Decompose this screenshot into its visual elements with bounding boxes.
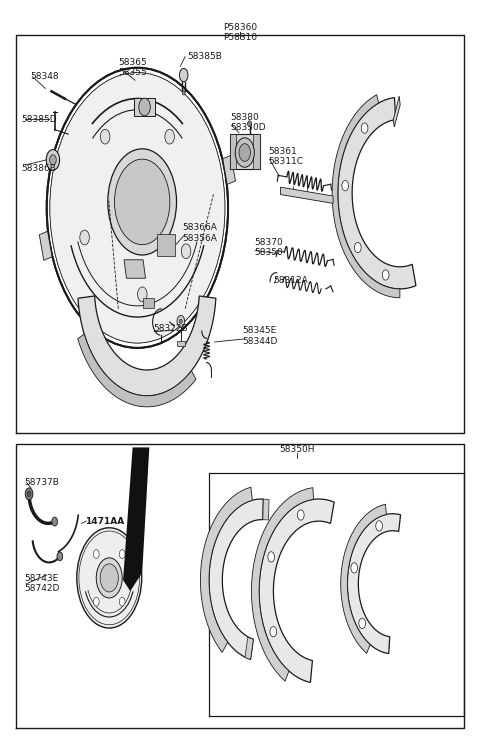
Polygon shape	[253, 134, 260, 169]
Polygon shape	[143, 297, 155, 308]
Polygon shape	[245, 637, 253, 659]
Circle shape	[80, 230, 89, 245]
Circle shape	[120, 597, 125, 606]
Polygon shape	[177, 340, 185, 346]
Circle shape	[27, 491, 31, 497]
Text: 58348: 58348	[30, 72, 59, 81]
Circle shape	[46, 149, 60, 170]
Circle shape	[77, 528, 142, 628]
Circle shape	[165, 130, 174, 144]
Circle shape	[108, 149, 177, 255]
Polygon shape	[134, 98, 156, 115]
Circle shape	[270, 627, 276, 637]
Circle shape	[355, 243, 361, 253]
Text: 58345E
58344D: 58345E 58344D	[242, 326, 278, 346]
Text: 58322B: 58322B	[153, 324, 188, 333]
Text: 58366A
58356A: 58366A 58356A	[183, 223, 217, 243]
Circle shape	[94, 550, 99, 559]
Polygon shape	[252, 488, 313, 682]
Circle shape	[49, 155, 56, 165]
Polygon shape	[157, 234, 175, 256]
Circle shape	[351, 562, 358, 573]
Polygon shape	[223, 155, 236, 184]
Polygon shape	[78, 296, 216, 396]
Circle shape	[268, 552, 275, 562]
Text: 58743E
58742D: 58743E 58742D	[24, 574, 60, 593]
Polygon shape	[332, 95, 400, 297]
Polygon shape	[338, 98, 416, 289]
Circle shape	[361, 123, 368, 133]
Circle shape	[383, 270, 389, 280]
Text: 58380
58330D: 58380 58330D	[230, 112, 266, 132]
Text: 58385B: 58385B	[188, 53, 222, 61]
Polygon shape	[263, 499, 269, 520]
Circle shape	[182, 90, 185, 95]
Circle shape	[181, 244, 191, 258]
Polygon shape	[123, 448, 149, 591]
Polygon shape	[124, 260, 145, 278]
Circle shape	[96, 558, 122, 598]
Circle shape	[376, 521, 383, 531]
Polygon shape	[200, 487, 252, 653]
Circle shape	[180, 69, 188, 81]
Circle shape	[138, 287, 147, 302]
Circle shape	[94, 597, 99, 606]
Circle shape	[298, 510, 304, 520]
Text: 58312A: 58312A	[274, 275, 308, 285]
Polygon shape	[229, 134, 260, 169]
Text: P58360
P58310: P58360 P58310	[223, 23, 257, 42]
Circle shape	[180, 319, 182, 323]
Polygon shape	[229, 134, 236, 169]
Text: 58365
58355: 58365 58355	[118, 58, 147, 78]
Polygon shape	[348, 514, 401, 653]
Circle shape	[239, 144, 251, 161]
Circle shape	[115, 159, 170, 245]
Circle shape	[120, 550, 125, 559]
Circle shape	[139, 98, 150, 115]
Polygon shape	[78, 334, 196, 407]
Circle shape	[235, 138, 254, 167]
Circle shape	[248, 121, 252, 127]
Text: 58361
58311C: 58361 58311C	[269, 147, 304, 166]
Polygon shape	[281, 187, 333, 204]
Polygon shape	[209, 499, 264, 659]
Circle shape	[50, 73, 225, 343]
Text: 58350H: 58350H	[279, 445, 315, 454]
Text: 58737B: 58737B	[24, 477, 59, 487]
Circle shape	[52, 517, 58, 526]
Polygon shape	[393, 96, 400, 127]
Circle shape	[57, 552, 63, 561]
Circle shape	[25, 488, 33, 500]
Polygon shape	[39, 231, 52, 260]
Circle shape	[177, 315, 185, 327]
Polygon shape	[341, 504, 386, 653]
Text: 58370
58350: 58370 58350	[254, 238, 283, 258]
Circle shape	[100, 130, 110, 144]
Text: 58385D: 58385D	[22, 115, 57, 124]
Circle shape	[359, 618, 366, 628]
Polygon shape	[259, 499, 334, 682]
Text: 1471AA: 1471AA	[85, 517, 124, 525]
Circle shape	[100, 564, 119, 592]
Text: 58386B: 58386B	[22, 164, 56, 172]
Circle shape	[342, 181, 348, 191]
